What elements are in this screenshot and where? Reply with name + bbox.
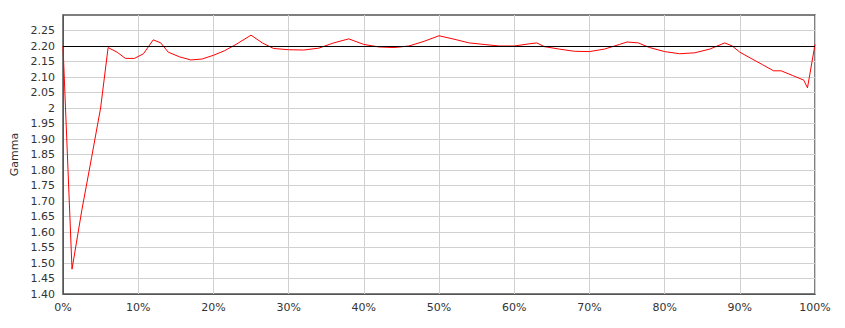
svg-text:Gamma: Gamma xyxy=(8,133,21,176)
svg-text:100%: 100% xyxy=(799,301,830,314)
svg-text:2.20: 2.20 xyxy=(31,40,56,53)
svg-text:2: 2 xyxy=(48,102,55,115)
svg-text:2.25: 2.25 xyxy=(31,24,56,37)
svg-text:1.45: 1.45 xyxy=(31,272,56,285)
svg-text:1.80: 1.80 xyxy=(31,164,56,177)
svg-text:1.40: 1.40 xyxy=(31,288,56,301)
svg-text:70%: 70% xyxy=(577,301,601,314)
svg-text:1.85: 1.85 xyxy=(31,148,56,161)
svg-text:2.10: 2.10 xyxy=(31,71,56,84)
svg-text:60%: 60% xyxy=(502,301,526,314)
svg-text:1.75: 1.75 xyxy=(31,179,56,192)
svg-text:80%: 80% xyxy=(652,301,676,314)
svg-text:90%: 90% xyxy=(728,301,752,314)
svg-text:0%: 0% xyxy=(54,301,71,314)
svg-text:20%: 20% xyxy=(201,301,225,314)
svg-text:1.60: 1.60 xyxy=(31,226,56,239)
svg-text:50%: 50% xyxy=(427,301,451,314)
svg-text:1.50: 1.50 xyxy=(31,257,56,270)
svg-text:2.15: 2.15 xyxy=(31,55,56,68)
svg-text:1.70: 1.70 xyxy=(31,195,56,208)
svg-text:1.65: 1.65 xyxy=(31,210,56,223)
svg-text:1.95: 1.95 xyxy=(31,117,56,130)
svg-text:40%: 40% xyxy=(352,301,376,314)
svg-text:1.55: 1.55 xyxy=(31,241,56,254)
svg-text:2.05: 2.05 xyxy=(31,86,56,99)
svg-text:1.90: 1.90 xyxy=(31,133,56,146)
svg-text:30%: 30% xyxy=(276,301,300,314)
svg-text:10%: 10% xyxy=(126,301,150,314)
